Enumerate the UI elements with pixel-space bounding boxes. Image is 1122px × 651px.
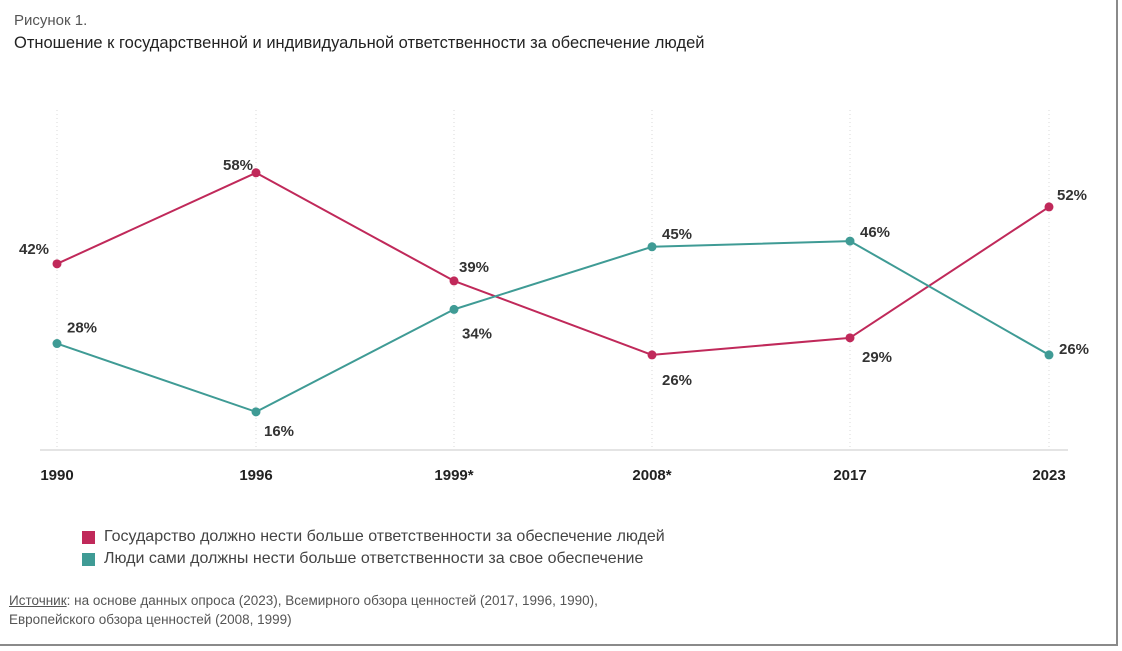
x-tick-label: 2023 bbox=[1032, 467, 1065, 484]
data-label: 26% bbox=[1059, 341, 1089, 358]
legend-swatch-state bbox=[82, 530, 95, 544]
legend-label-state: Государство должно нести больше ответств… bbox=[104, 528, 665, 545]
data-point bbox=[1044, 202, 1054, 212]
figure-title: Отношение к государственной и индивидуал… bbox=[14, 34, 705, 52]
data-point bbox=[449, 276, 459, 286]
x-tick-label: 2008* bbox=[632, 467, 671, 484]
data-point bbox=[845, 333, 855, 343]
data-label: 45% bbox=[662, 226, 692, 243]
data-label: 26% bbox=[662, 372, 692, 389]
data-label: 52% bbox=[1057, 187, 1087, 204]
data-label: 39% bbox=[459, 259, 489, 276]
data-label: 28% bbox=[67, 320, 97, 337]
x-tick-label: 1990 bbox=[40, 467, 73, 484]
data-point bbox=[845, 236, 855, 246]
data-label: 46% bbox=[860, 224, 890, 241]
data-point bbox=[52, 339, 62, 349]
legend: Государство должно нести больше ответств… bbox=[82, 526, 665, 570]
x-tick-label: 1999* bbox=[434, 467, 473, 484]
line-chart: 1990 1996 1999* 2008* 2017 2023 42% 58% 39% 26% 29… bbox=[19, 110, 1089, 484]
data-point bbox=[647, 242, 657, 252]
source-note: Источник: на основе данных опроса (2023)… bbox=[9, 591, 769, 629]
data-label: 29% bbox=[862, 349, 892, 366]
data-point bbox=[251, 407, 261, 417]
data-label: 16% bbox=[264, 423, 294, 440]
series-line-1 bbox=[56, 240, 1050, 413]
x-tick-label: 2017 bbox=[833, 467, 866, 484]
data-point bbox=[449, 304, 459, 314]
data-label: 58% bbox=[223, 157, 253, 174]
figure-label: Рисунок 1. bbox=[14, 12, 88, 29]
source-text: : на основе данных опроса (2023), Всемир… bbox=[66, 593, 598, 608]
x-tick-label: 1996 bbox=[239, 467, 272, 484]
data-point bbox=[251, 168, 261, 178]
source-text-2: Европейского обзора ценностей (2008, 199… bbox=[9, 612, 292, 627]
data-label: 34% bbox=[462, 325, 492, 342]
source-label: Источник bbox=[9, 593, 67, 608]
data-point bbox=[647, 350, 657, 360]
legend-swatch-people bbox=[82, 552, 95, 566]
legend-item-people: Люди сами должны нести больше ответствен… bbox=[82, 548, 665, 570]
data-point bbox=[52, 259, 62, 269]
data-point bbox=[1044, 350, 1054, 360]
legend-item-state: Государство должно нести больше ответств… bbox=[82, 526, 665, 548]
series-line-0 bbox=[56, 171, 1050, 356]
legend-label-people: Люди сами должны нести больше ответствен… bbox=[104, 550, 644, 567]
data-label: 42% bbox=[19, 241, 49, 258]
